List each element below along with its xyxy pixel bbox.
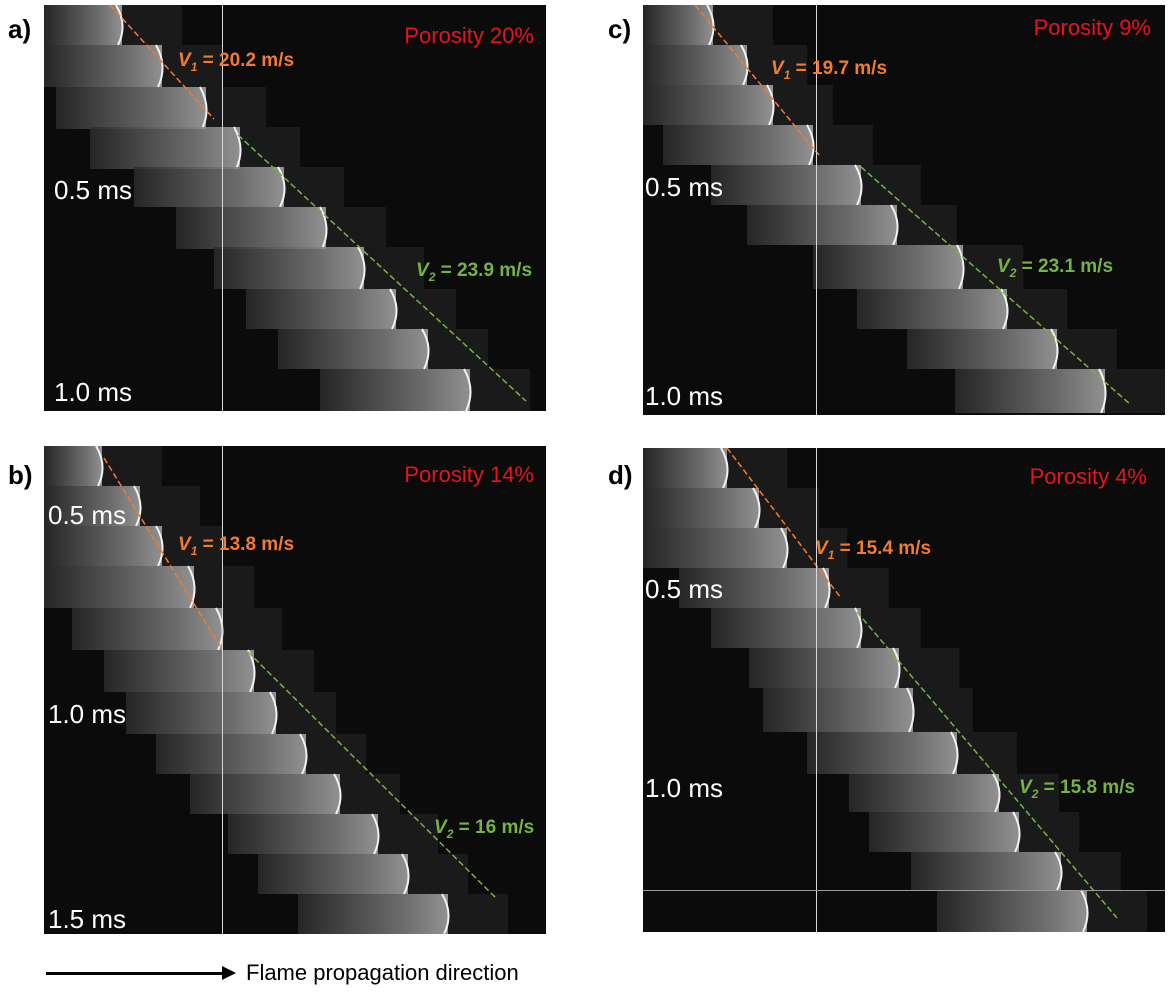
flame-frame <box>907 328 1117 370</box>
flame-frame <box>763 687 973 733</box>
flame-frame <box>711 164 921 206</box>
porosity-label: Porosity 20% <box>404 23 534 48</box>
panel-a-image: Porosity 20% 0.5 ms 1.0 ms V1 = 20.2 m/s… <box>44 5 546 411</box>
flame-frame <box>747 204 957 246</box>
flame-frame <box>857 288 1067 330</box>
flame-frame <box>56 86 266 130</box>
flame-frame <box>104 649 314 693</box>
velocity-1-fit-line <box>726 448 842 599</box>
porosity-label: Porosity 14% <box>404 462 534 487</box>
velocity-2-fit-line <box>860 166 1132 406</box>
porosity-label: Porosity 4% <box>1029 464 1147 489</box>
reference-line <box>222 446 223 934</box>
flame-frame <box>246 288 456 330</box>
flame-frame <box>663 124 873 166</box>
panel-c-letter: c) <box>608 14 632 44</box>
porosity-label: Porosity 9% <box>1033 15 1151 40</box>
time-label: 0.5 ms <box>645 172 724 202</box>
reference-line <box>816 448 817 932</box>
velocity-2-label: V2 = 15.8 m/s <box>1019 777 1136 801</box>
reference-line <box>222 5 223 411</box>
flame-frame <box>44 565 254 609</box>
flame-frame <box>869 811 1079 853</box>
time-label: 0.5 ms <box>54 175 133 205</box>
velocity-2-label: V2 = 23.9 m/s <box>416 260 533 284</box>
flame-frame <box>228 813 438 855</box>
flame-frame <box>320 368 530 411</box>
time-label: 1.0 ms <box>645 381 724 411</box>
flame-frame <box>679 567 889 609</box>
flame-frames <box>44 5 530 411</box>
flame-frame <box>190 773 400 815</box>
flame-frame <box>134 166 344 208</box>
flame-frame <box>298 893 508 934</box>
flame-frame <box>176 206 386 250</box>
flame-frame <box>214 246 424 290</box>
velocity-2-fit-line <box>856 611 1118 919</box>
panel-b-image: Porosity 14% 0.5 ms 1.0 ms 1.5 ms V1 = 1… <box>44 446 546 934</box>
panel-d-image: Porosity 4% 0.5 ms 1.0 ms V1 = 15.4 m/s … <box>643 448 1165 932</box>
flame-frames <box>44 446 508 934</box>
velocity-1-label: V1 = 13.8 m/s <box>178 534 295 558</box>
flame-frame <box>643 448 787 489</box>
velocity-1-fit-line <box>103 457 221 647</box>
flame-frame <box>44 525 222 567</box>
propagation-direction-label: Flame propagation direction <box>246 960 519 985</box>
flame-frame <box>643 5 773 46</box>
flame-frames <box>643 448 1147 932</box>
flame-frame <box>90 126 300 170</box>
velocity-2-fit-line <box>247 651 497 899</box>
time-label: 1.5 ms <box>48 904 127 934</box>
flame-frame <box>643 84 833 126</box>
velocity-1-label: V1 = 15.4 m/s <box>815 538 932 562</box>
time-label: 0.5 ms <box>48 500 127 530</box>
flame-frame <box>258 853 468 895</box>
flame-frame <box>643 527 847 569</box>
arrow-shaft <box>46 971 222 975</box>
flame-frame <box>911 851 1121 891</box>
panel-a-letter: a) <box>8 14 32 44</box>
velocity-1-fit-line <box>109 5 215 120</box>
flame-frame <box>278 328 488 370</box>
flame-frame <box>813 244 1023 290</box>
time-label: 1.0 ms <box>645 773 724 803</box>
flame-frame <box>749 647 959 689</box>
arrow-right-icon <box>222 966 236 980</box>
flame-frame <box>807 731 1017 775</box>
frame-divider <box>643 890 1165 891</box>
propagation-direction-legend: Flame propagation direction <box>46 958 519 988</box>
flame-frame <box>643 44 807 86</box>
flame-frame <box>126 691 336 735</box>
panel-c-image: Porosity 9% 0.5 ms 1.0 ms V1 = 19.7 m/s … <box>643 5 1165 415</box>
flame-frame <box>72 607 282 651</box>
flame-frame <box>156 733 366 775</box>
flame-frame <box>44 485 200 527</box>
velocity-1-label: V1 = 20.2 m/s <box>178 50 295 74</box>
time-label: 1.0 ms <box>48 699 127 729</box>
velocity-1-label: V1 = 19.7 m/s <box>771 58 888 82</box>
panel-d-letter: d) <box>608 460 633 490</box>
flame-frame <box>44 5 182 46</box>
flame-frames <box>643 5 1165 414</box>
flame-frame <box>955 368 1165 414</box>
flame-frame <box>937 889 1147 932</box>
reference-line <box>816 5 817 415</box>
velocity-2-label: V2 = 16 m/s <box>434 817 535 841</box>
flame-frame <box>643 487 819 529</box>
velocity-1-fit-line <box>694 5 820 156</box>
time-label: 1.0 ms <box>54 377 133 407</box>
velocity-2-label: V2 = 23.1 m/s <box>997 256 1114 280</box>
flame-frame <box>44 446 162 487</box>
flame-frame <box>711 607 921 649</box>
flame-frame <box>44 44 222 88</box>
flame-frame <box>849 773 1059 813</box>
time-label: 0.5 ms <box>645 574 724 604</box>
panel-b-letter: b) <box>8 460 33 490</box>
velocity-2-fit-line <box>237 134 527 402</box>
